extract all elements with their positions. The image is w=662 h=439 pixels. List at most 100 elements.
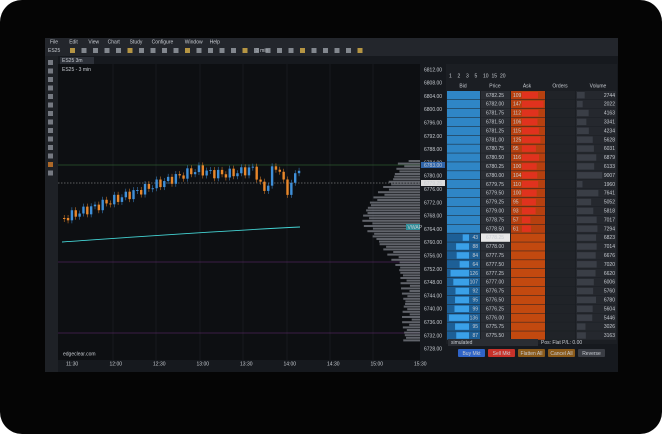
ask-size[interactable]: 95 bbox=[513, 200, 519, 206]
dom-price[interactable]: 6778.50 bbox=[486, 226, 504, 232]
bid-size[interactable]: 126 bbox=[470, 271, 479, 277]
bid-size[interactable]: 99 bbox=[472, 306, 478, 312]
toolbar-icon[interactable] bbox=[346, 48, 351, 53]
dom-price[interactable]: 6776.50 bbox=[486, 298, 504, 304]
depth-tab[interactable]: 3 bbox=[466, 73, 469, 79]
ask-size[interactable]: 116 bbox=[513, 155, 521, 161]
toolbar-icon[interactable] bbox=[127, 48, 133, 53]
dom-price[interactable]: 6778.25 bbox=[486, 235, 504, 241]
toolbar-icon[interactable] bbox=[231, 48, 236, 53]
ask-size[interactable]: 93 bbox=[513, 209, 519, 215]
bid-size[interactable]: 107 bbox=[470, 280, 479, 286]
dom-price[interactable]: 6782.00 bbox=[486, 102, 504, 108]
tool-icon[interactable] bbox=[48, 119, 53, 125]
dom-price[interactable]: 6780.25 bbox=[486, 164, 504, 170]
tool-icon[interactable] bbox=[48, 145, 53, 150]
dom-price[interactable]: 6779.25 bbox=[486, 200, 504, 206]
toolbar-icon[interactable] bbox=[277, 48, 282, 53]
tool-icon[interactable] bbox=[48, 102, 53, 108]
order-button-label[interactable]: Cancel All bbox=[550, 351, 572, 357]
toolbar-icon[interactable] bbox=[208, 48, 213, 53]
dom-price[interactable]: 6775.75 bbox=[486, 324, 504, 330]
toolbar-icon[interactable] bbox=[116, 48, 121, 53]
toolbar-icon[interactable] bbox=[104, 48, 110, 53]
dom-price[interactable]: 6779.00 bbox=[486, 209, 504, 215]
dom-price[interactable]: 6781.00 bbox=[486, 137, 504, 143]
tool-icon[interactable] bbox=[48, 128, 53, 133]
dom-price[interactable]: 6777.25 bbox=[486, 271, 504, 277]
toolbar-icon[interactable] bbox=[173, 48, 179, 53]
ask-size[interactable]: 100 bbox=[513, 191, 522, 197]
tool-icon[interactable] bbox=[48, 162, 53, 167]
toolbar-icon[interactable] bbox=[81, 48, 87, 53]
tool-icon[interactable] bbox=[48, 153, 53, 159]
depth-tab[interactable]: 2 bbox=[458, 73, 461, 79]
toolbar-icon[interactable] bbox=[93, 48, 98, 53]
dom-price[interactable]: 6776.00 bbox=[486, 315, 504, 321]
ask-size[interactable]: 125 bbox=[513, 137, 522, 143]
ask-size[interactable]: 106 bbox=[513, 120, 522, 126]
order-button-label[interactable]: Buy Mkt bbox=[462, 351, 481, 357]
dom-price[interactable]: 6780.00 bbox=[486, 173, 504, 179]
bid-size[interactable]: 43 bbox=[472, 235, 478, 241]
menu-item[interactable]: Study bbox=[130, 39, 143, 45]
ask-size[interactable]: 61 bbox=[513, 226, 519, 232]
symbol-box[interactable]: ES25 bbox=[48, 48, 60, 54]
toolbar-icon[interactable] bbox=[265, 48, 271, 53]
order-button[interactable] bbox=[518, 349, 545, 357]
ask-size[interactable]: 57 bbox=[513, 217, 519, 223]
order-button-label[interactable]: Reverse bbox=[582, 351, 601, 357]
menu-item[interactable]: Edit bbox=[69, 39, 78, 45]
depth-tab[interactable]: 20 bbox=[500, 73, 506, 79]
tool-icon[interactable] bbox=[48, 68, 53, 74]
depth-tab[interactable]: 10 bbox=[483, 73, 489, 79]
depth-tab[interactable]: 5 bbox=[475, 73, 478, 79]
dom-price[interactable]: 6777.00 bbox=[486, 280, 504, 286]
order-button[interactable] bbox=[488, 349, 515, 357]
toolbar-icon[interactable] bbox=[219, 48, 225, 53]
bid-size[interactable]: 136 bbox=[470, 315, 479, 321]
toolbar-icon[interactable] bbox=[150, 48, 156, 53]
bid-size[interactable]: 87 bbox=[472, 333, 478, 339]
bid-size[interactable]: 84 bbox=[472, 253, 478, 259]
bid-size[interactable]: 95 bbox=[472, 298, 478, 304]
toolbar-icon[interactable] bbox=[254, 48, 259, 53]
ask-size[interactable]: 104 bbox=[513, 173, 522, 179]
toolbar-icon[interactable] bbox=[162, 48, 167, 53]
dom-price[interactable]: 6778.75 bbox=[486, 217, 504, 223]
depth-tab[interactable]: 15 bbox=[492, 73, 498, 79]
bid-size[interactable]: 88 bbox=[472, 244, 478, 250]
bid-size[interactable]: 64 bbox=[472, 262, 478, 268]
dom-price[interactable]: 6777.75 bbox=[486, 253, 504, 259]
ask-size[interactable]: 95 bbox=[513, 146, 519, 152]
account[interactable]: simulated bbox=[451, 340, 473, 346]
dom-price[interactable]: 6777.50 bbox=[486, 262, 504, 268]
menu-item[interactable]: Configure bbox=[152, 39, 174, 45]
tool-icon[interactable] bbox=[48, 60, 53, 65]
toolbar-icon[interactable] bbox=[288, 48, 294, 53]
bid-size[interactable]: 92 bbox=[472, 289, 478, 295]
dom-price[interactable]: 6781.50 bbox=[486, 120, 504, 126]
dom-price[interactable]: 6781.25 bbox=[486, 128, 504, 134]
dom-price[interactable]: 6779.75 bbox=[486, 182, 504, 188]
depth-tab[interactable]: 1 bbox=[449, 73, 452, 79]
order-button-label[interactable]: Flatten All bbox=[521, 351, 543, 357]
ask-size[interactable]: 112 bbox=[513, 111, 521, 117]
toolbar-icon[interactable] bbox=[357, 48, 363, 53]
dom-price[interactable]: 6780.50 bbox=[486, 155, 504, 161]
toolbar-icon[interactable] bbox=[300, 48, 305, 53]
tool-icon[interactable] bbox=[48, 136, 53, 142]
tool-icon[interactable] bbox=[48, 170, 53, 176]
toolbar-icon[interactable] bbox=[139, 48, 144, 53]
dom-price[interactable]: 6779.50 bbox=[486, 191, 504, 197]
dom-price[interactable]: 6778.00 bbox=[486, 244, 504, 250]
menu-item[interactable]: Help bbox=[210, 39, 221, 45]
toolbar-icon[interactable] bbox=[242, 48, 248, 53]
ask-size[interactable]: 109 bbox=[513, 93, 522, 99]
order-button[interactable] bbox=[458, 349, 485, 357]
ask-size[interactable]: 147 bbox=[513, 102, 522, 108]
menu-item[interactable]: Window bbox=[185, 39, 203, 45]
dom-price[interactable]: 6776.75 bbox=[486, 289, 504, 295]
toolbar-icon[interactable] bbox=[196, 48, 202, 53]
dom-price[interactable]: 6782.25 bbox=[486, 93, 504, 99]
